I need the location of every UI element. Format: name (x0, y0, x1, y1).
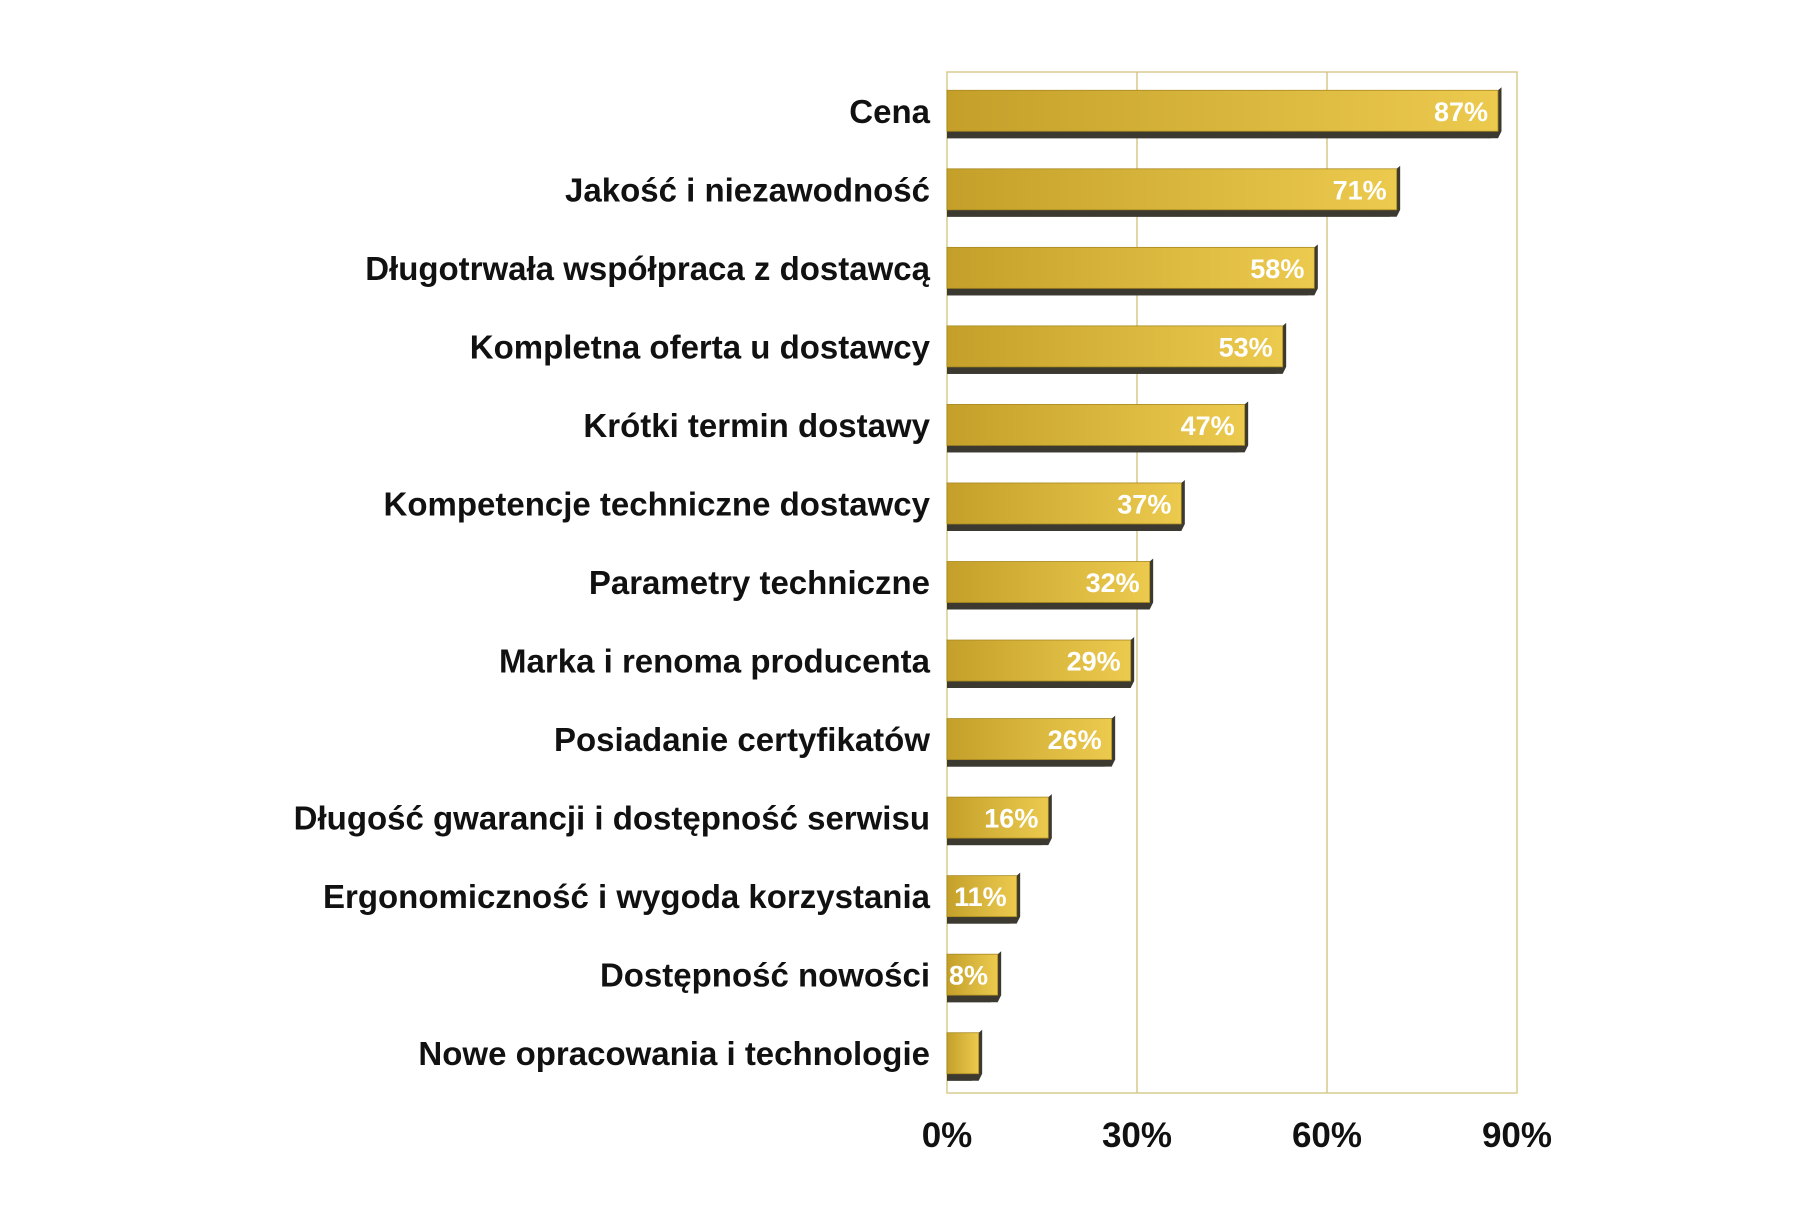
bar-value-label: 29% (1067, 647, 1121, 677)
bar: 87% (946, 87, 1502, 139)
category-label: Jakość i niezawodność (565, 171, 930, 208)
bar-face (946, 482, 1182, 525)
bar-value-label: 37% (1117, 489, 1171, 519)
bar-face (946, 89, 1499, 132)
category-label: Posiadanie certyfikatów (554, 721, 930, 758)
bar-face (946, 718, 1113, 760)
bar-face (946, 404, 1246, 446)
bar-face (946, 561, 1151, 603)
bar-value-label: 71% (1333, 175, 1387, 205)
bar-face (946, 953, 999, 996)
category-label: Długość gwarancji i dostępność serwisu (294, 800, 930, 837)
category-label: Parametry techniczne (589, 564, 930, 601)
bar-bottom-edge (947, 916, 1017, 924)
bar-face (946, 168, 1398, 211)
bar-layer: 87% 71% 58% 53% 47% 37% 32% 29% 26% 16% 11% 8% (946, 87, 1502, 1081)
bar: 16% (946, 794, 1052, 846)
bar-face (946, 796, 1049, 839)
category-label: Nowe opracowania i technologie (418, 1035, 930, 1072)
x-tick-label: 90% (1482, 1116, 1552, 1155)
bar: 58% (946, 244, 1318, 296)
bar-value-label: 11% (954, 882, 1007, 912)
category-label: Dostępność nowości (600, 957, 930, 994)
bar-bottom-edge (947, 681, 1131, 689)
bar-value-label: 8% (949, 961, 988, 991)
bar-value-label: 58% (1250, 254, 1304, 284)
x-tick-label: 30% (1102, 1116, 1172, 1155)
bar-value-label: 47% (1181, 411, 1235, 441)
bar: 53% (946, 322, 1287, 374)
bar-value-label: 87% (1434, 97, 1488, 127)
bar-value-label: 16% (984, 804, 1038, 834)
bar: 8% (946, 951, 1002, 1003)
bar-value-label: 26% (1048, 725, 1102, 755)
category-label: Długotrwała współpraca z dostawcą (365, 250, 930, 287)
bar-bottom-edge (947, 209, 1397, 217)
bar: 11% (946, 872, 1021, 924)
category-label: Kompetencje techniczne dostawcy (384, 485, 931, 522)
bar: 26% (946, 715, 1116, 767)
bar: 29% (946, 637, 1135, 689)
bar: 32% (946, 558, 1154, 610)
bar-value-label: 53% (1219, 332, 1273, 362)
x-axis-tick-layer: 0% 30% 60% 90% (922, 1116, 1552, 1155)
bar-face (946, 639, 1132, 682)
bar-bottom-edge (947, 131, 1498, 139)
bar-bottom-edge (947, 995, 998, 1003)
bar-face (946, 325, 1284, 368)
bar: 71% (946, 165, 1401, 217)
bar: 37% (946, 479, 1185, 531)
bar-shadow (947, 1029, 983, 1081)
bar-bottom-edge (947, 602, 1150, 610)
category-label: Marka i renoma producenta (499, 643, 931, 680)
bar-bottom-edge (947, 366, 1283, 374)
bar (946, 1029, 983, 1081)
bar-bottom-edge (947, 445, 1245, 453)
category-label: Krótki termin dostawy (583, 407, 930, 444)
bar-face (946, 1032, 980, 1075)
category-label-layer: Cena Jakość i niezawodność Długotrwała wsp… (294, 93, 931, 1072)
bar-bottom-edge (947, 1073, 979, 1081)
category-label: Kompletna oferta u dostawcy (470, 328, 931, 365)
bar: 47% (946, 401, 1249, 453)
category-label: Ergonomiczność i wygoda korzystania (323, 878, 931, 915)
bar-bottom-edge (947, 759, 1112, 767)
bar-bottom-edge (947, 288, 1315, 296)
bar-value-label: 32% (1086, 568, 1140, 598)
x-tick-label: 60% (1292, 1116, 1362, 1155)
bar-face (946, 246, 1315, 289)
bar-face (946, 875, 1018, 918)
bar-bottom-edge (947, 523, 1182, 531)
x-tick-label: 0% (922, 1116, 973, 1155)
bar-bottom-edge (947, 838, 1049, 846)
category-label: Cena (849, 93, 930, 130)
